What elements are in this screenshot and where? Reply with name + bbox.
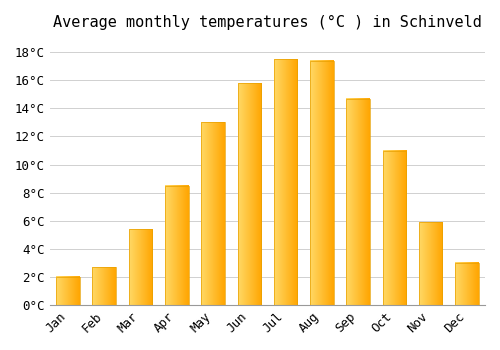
Bar	[128, 229, 152, 305]
Bar	[92, 267, 116, 305]
Bar	[382, 150, 406, 305]
Bar	[310, 61, 334, 305]
Bar	[455, 263, 478, 305]
Title: Average monthly temperatures (°C ) in Schinveld: Average monthly temperatures (°C ) in Sc…	[53, 15, 482, 30]
Bar	[202, 122, 225, 305]
Bar	[56, 277, 80, 305]
Bar	[165, 186, 188, 305]
Bar	[238, 83, 261, 305]
Bar	[274, 59, 297, 305]
Bar	[346, 99, 370, 305]
Bar	[419, 222, 442, 305]
